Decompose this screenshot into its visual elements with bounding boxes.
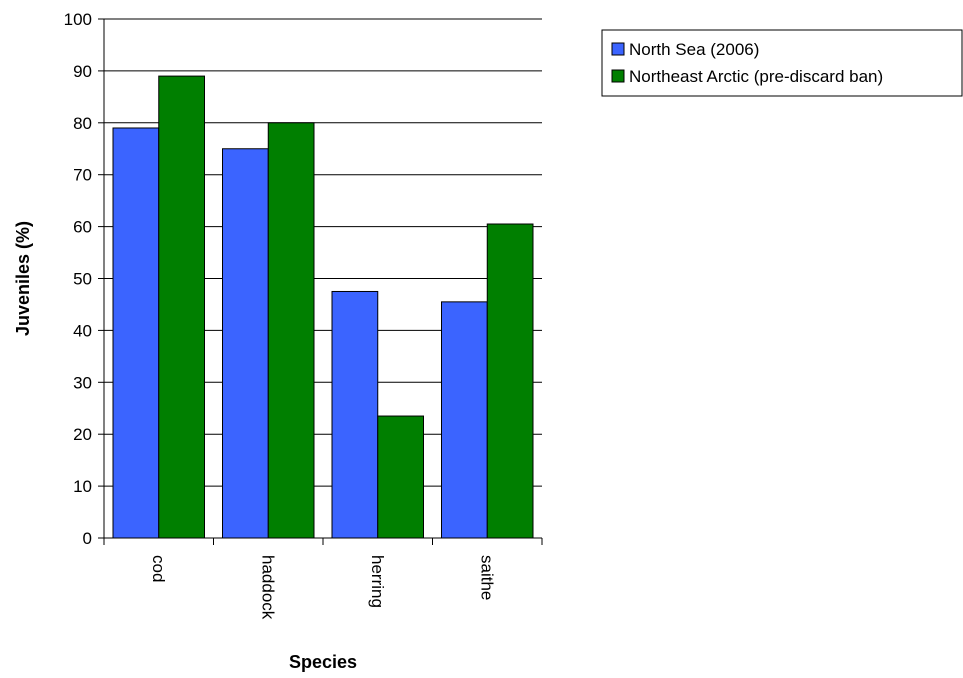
y-tick-label: 70 — [73, 166, 92, 185]
legend-label: Northeast Arctic (pre-discard ban) — [629, 67, 883, 86]
bar-haddock-series-1 — [222, 148, 269, 539]
bar-herring-series-2 — [377, 415, 424, 539]
bar-saithe-series-2 — [486, 223, 534, 539]
y-tick-label: 90 — [73, 62, 92, 81]
x-axis-title: Species — [289, 652, 357, 672]
legend-label: North Sea (2006) — [629, 40, 759, 59]
y-tick-label: 50 — [73, 270, 92, 289]
legend: North Sea (2006) Northeast Arctic (pre-di… — [601, 29, 963, 97]
y-tick-label: 0 — [83, 529, 92, 548]
y-tick-label: 30 — [73, 373, 92, 392]
legend-swatch — [611, 42, 625, 56]
y-tick-label: 100 — [64, 10, 92, 29]
y-tick-label: 60 — [73, 218, 92, 237]
legend-swatch — [611, 69, 625, 83]
bar-cod-series-1 — [112, 127, 160, 539]
bar-saithe-series-1 — [441, 301, 488, 539]
x-tick-label: haddock — [258, 555, 277, 620]
x-tick-label: cod — [149, 555, 168, 582]
y-axis-title: Juveniles (%) — [13, 221, 33, 336]
legend-box — [601, 29, 963, 97]
x-tick-labels: cod haddock herring saithe — [149, 555, 497, 620]
axes — [98, 18, 543, 545]
y-tick-label: 10 — [73, 477, 92, 496]
x-tick-label: herring — [368, 555, 387, 608]
x-tick-label: saithe — [477, 555, 496, 600]
bars — [112, 75, 534, 539]
bar-haddock-series-2 — [267, 122, 315, 539]
bar-herring-series-1 — [331, 290, 379, 539]
y-tick-labels: 0 10 20 30 40 50 60 70 80 90 100 — [64, 10, 92, 548]
y-tick-label: 20 — [73, 425, 92, 444]
y-tick-label: 40 — [73, 321, 92, 340]
bar-cod-series-2 — [158, 75, 205, 539]
y-tick-label: 80 — [73, 114, 92, 133]
